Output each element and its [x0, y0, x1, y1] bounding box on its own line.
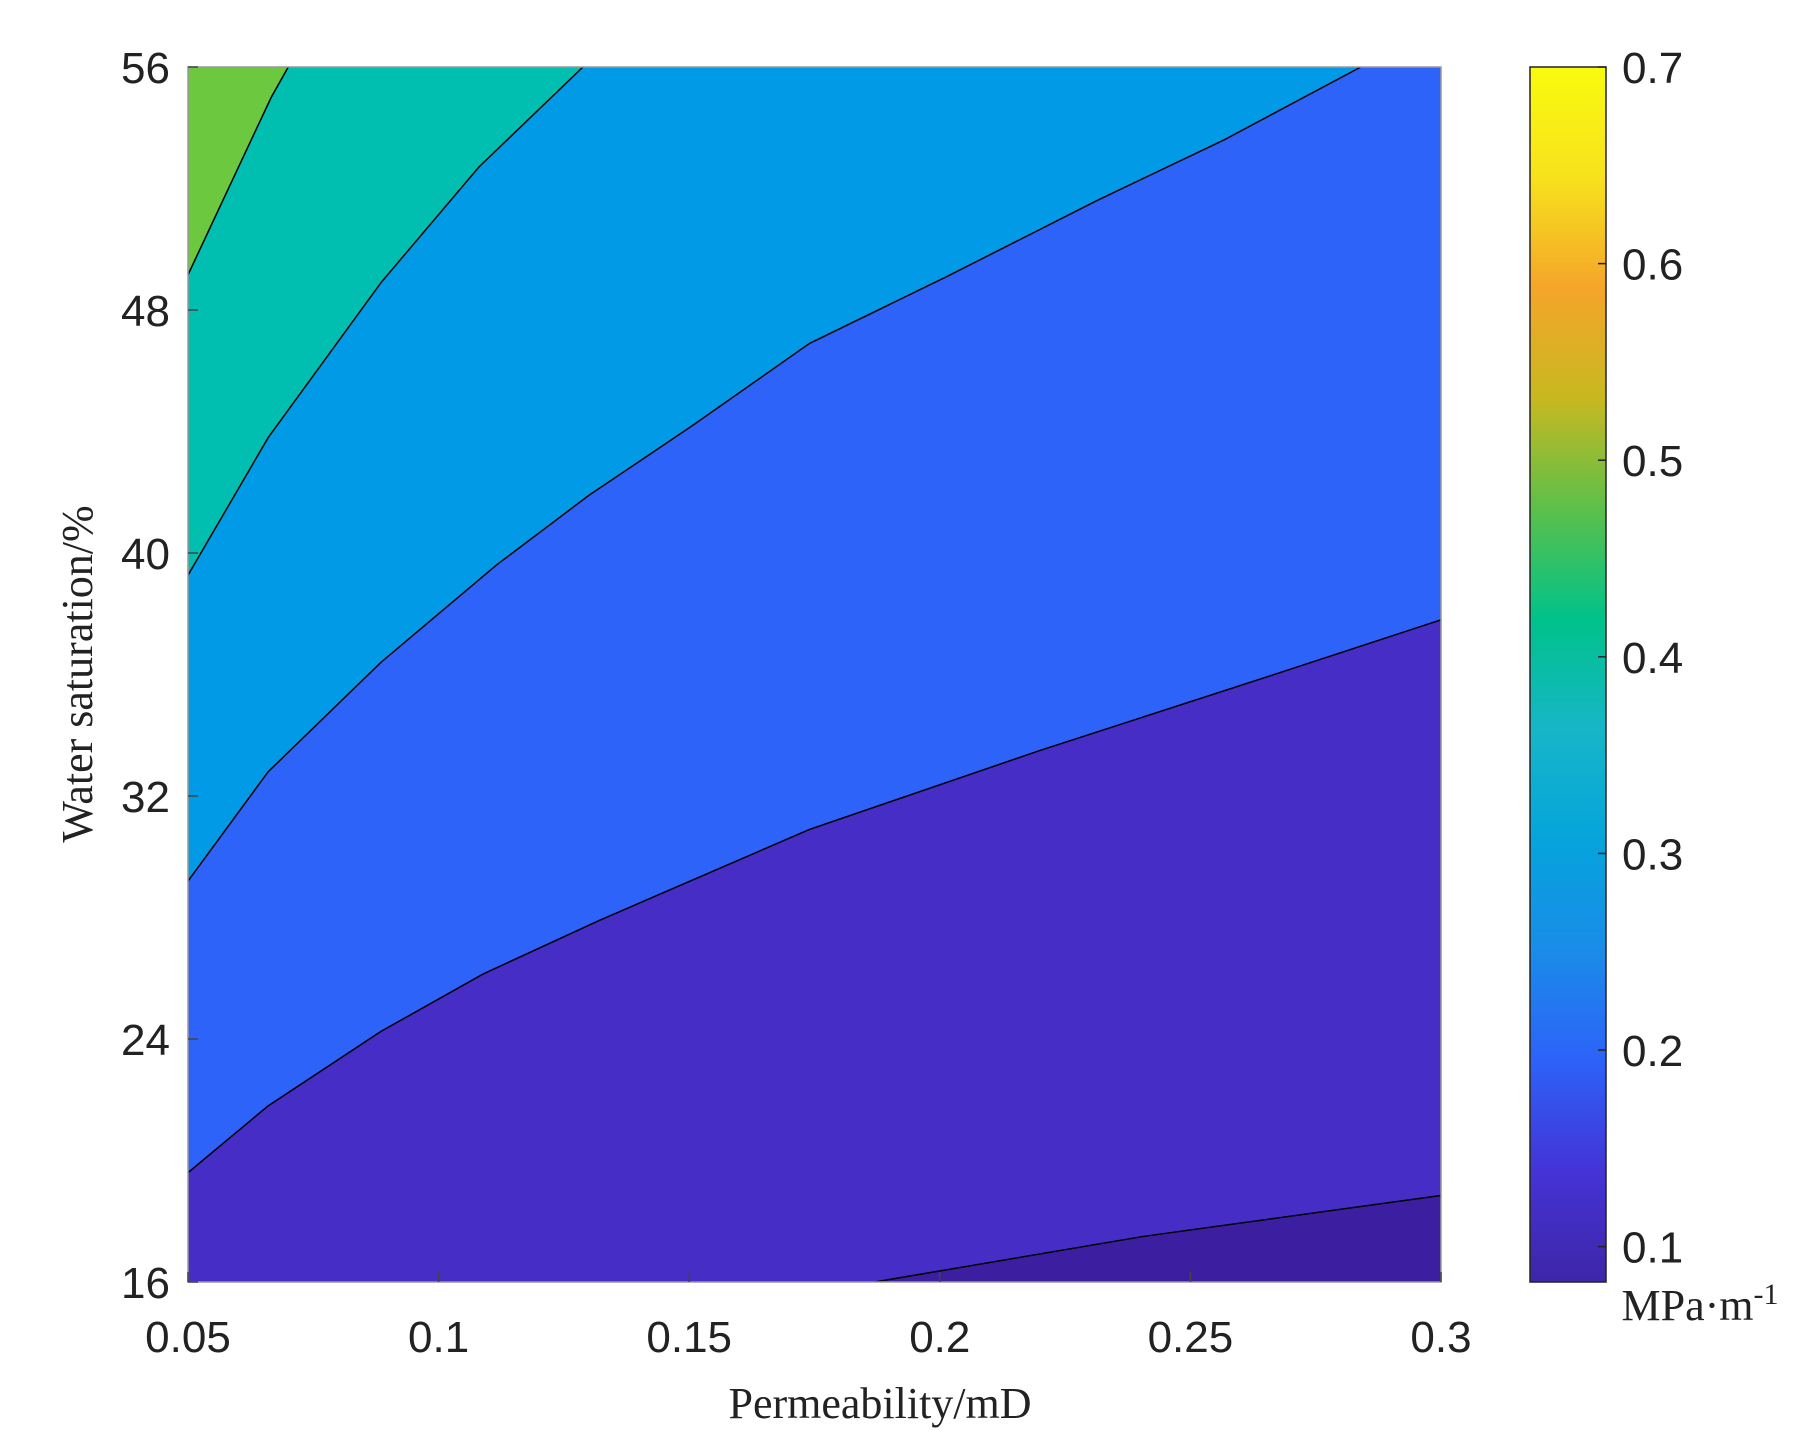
x-tick-label: 0.2 — [909, 1313, 970, 1362]
colorbar-tick-label: 0.2 — [1622, 1027, 1683, 1076]
colorbar-tick-label: 0.6 — [1622, 241, 1683, 290]
colorbar-tick-label: 0.1 — [1622, 1224, 1683, 1273]
colorbar-tick-label: 0.3 — [1622, 830, 1683, 879]
x-tick-label: 0.05 — [145, 1313, 231, 1362]
contour-fill — [188, 67, 1361, 882]
y-tick-label: 16 — [121, 1259, 170, 1308]
contour-fill — [188, 67, 289, 275]
y-tick-label: 40 — [121, 530, 170, 579]
x-axis-label: Permeability/mD — [728, 1379, 1031, 1428]
y-axis-label: Water saturation/% — [53, 505, 102, 842]
y-tick-label: 24 — [121, 1016, 170, 1065]
colorbar-label-sup: -1 — [1754, 1278, 1779, 1311]
x-tick-label: 0.1 — [408, 1313, 469, 1362]
contour-fill — [188, 67, 583, 576]
contour-plot — [188, 67, 1441, 1282]
x-tick-label: 0.3 — [1410, 1313, 1471, 1362]
colorbar-tick-label: 0.7 — [1622, 44, 1683, 93]
x-tick-label: 0.25 — [1148, 1313, 1234, 1362]
x-tick-label: 0.15 — [646, 1313, 732, 1362]
colorbar-tick-label: 0.5 — [1622, 437, 1683, 486]
colorbar-tick-label: 0.4 — [1622, 634, 1683, 683]
y-tick-label: 48 — [121, 287, 170, 336]
contour-line — [188, 67, 584, 576]
colorbar-label: MPa·m-1 — [1622, 1278, 1779, 1330]
y-tick-label: 32 — [121, 773, 170, 822]
plot-frame — [187, 66, 1442, 1283]
colorbar-label-base: MPa·m — [1622, 1281, 1754, 1330]
y-tick-label: 56 — [121, 44, 170, 93]
contour-line — [188, 67, 1362, 882]
colorbar — [1529, 66, 1607, 1283]
contour-line — [188, 619, 1441, 1174]
contour-line — [874, 1194, 1441, 1282]
contour-line — [188, 67, 289, 276]
